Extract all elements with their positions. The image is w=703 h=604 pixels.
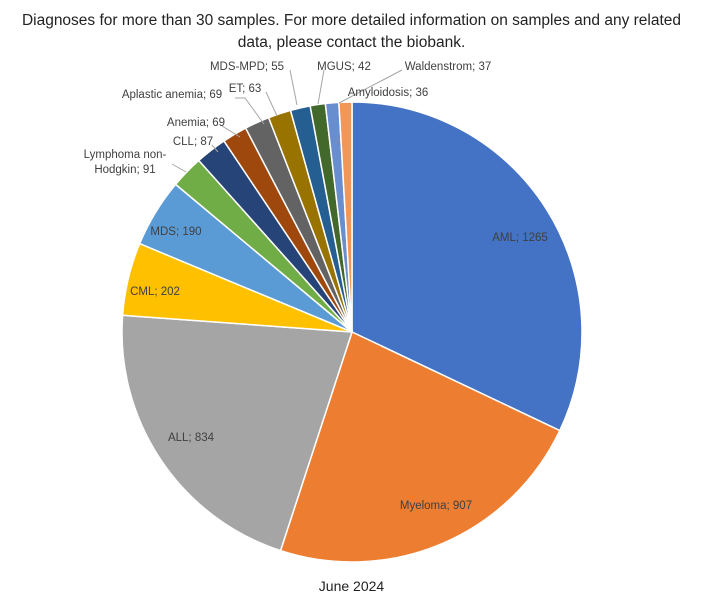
pie-slice-all xyxy=(121,314,354,552)
data-label-aml: AML; 1265 xyxy=(492,232,548,244)
leader-line xyxy=(235,97,265,125)
data-label-mds-mpd: MDS-MPD; 55 xyxy=(210,61,284,73)
data-label-aplastic-anemia: Aplastic anemia; 69 xyxy=(122,89,222,101)
data-label-waldenstrom: Waldenstrom; 37 xyxy=(405,61,492,73)
data-label-anemia: Anemia; 69 xyxy=(167,117,225,129)
chart-title-line-2: data, please contact the biobank. xyxy=(237,34,466,51)
data-label-mgus: MGUS; 42 xyxy=(317,61,371,73)
data-label-lymphoma-non-hodgkin: Lymphoma non-Hodgkin; 91 xyxy=(84,149,167,176)
chart-title: Diagnoses for more than 30 samples. For … xyxy=(0,10,703,54)
data-label-amyloidosis: Amyloidosis; 36 xyxy=(348,87,429,99)
leader-line xyxy=(289,69,298,106)
data-label-all: ALL; 834 xyxy=(168,432,215,444)
leader-line xyxy=(171,163,187,173)
data-label-cml: CML; 202 xyxy=(130,286,180,298)
pie-slice-aml xyxy=(351,101,583,432)
chart-caption: June 2024 xyxy=(318,578,385,594)
leader-line xyxy=(317,69,325,105)
leader-line xyxy=(221,125,241,138)
pie-slice-amyloidosis xyxy=(338,101,353,333)
data-label-et: ET; 63 xyxy=(229,83,262,95)
chart-title-line-1: Diagnoses for more than 30 samples. For … xyxy=(21,12,682,29)
leader-line xyxy=(265,91,278,117)
pie-slice-myeloma xyxy=(279,330,561,563)
data-label-myeloma: Myeloma; 907 xyxy=(400,500,472,512)
leader-line xyxy=(338,69,403,104)
data-label-cll: CLL; 87 xyxy=(173,136,213,148)
leader-line xyxy=(211,144,219,153)
data-label-mds: MDS; 190 xyxy=(150,226,201,238)
